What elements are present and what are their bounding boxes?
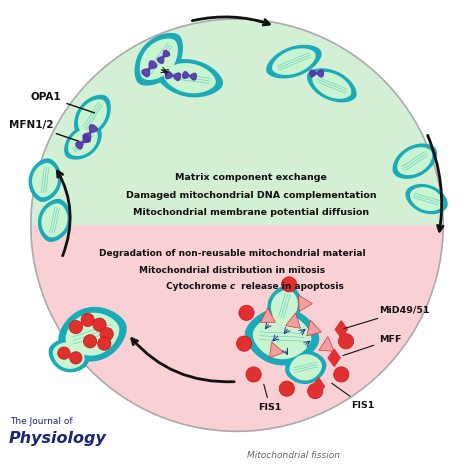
Circle shape: [334, 367, 349, 382]
Polygon shape: [254, 315, 310, 358]
Polygon shape: [183, 72, 196, 80]
Circle shape: [239, 305, 254, 320]
Text: Physiology: Physiology: [9, 431, 106, 446]
Circle shape: [282, 277, 297, 292]
Circle shape: [279, 381, 294, 396]
Polygon shape: [75, 95, 110, 137]
Text: MiD49/51: MiD49/51: [344, 306, 430, 328]
Polygon shape: [135, 34, 182, 85]
Text: MFF: MFF: [343, 335, 401, 356]
Text: Degradation of non-reusable mitochondrial material: Degradation of non-reusable mitochondria…: [99, 249, 365, 258]
Polygon shape: [157, 60, 222, 97]
Wedge shape: [31, 225, 443, 431]
Polygon shape: [42, 204, 67, 237]
Polygon shape: [290, 355, 321, 380]
Polygon shape: [410, 188, 443, 210]
Circle shape: [338, 334, 354, 349]
Text: Damaged mitochondrial DNA complementation: Damaged mitochondrial DNA complementatio…: [126, 191, 376, 200]
Polygon shape: [312, 378, 325, 395]
Polygon shape: [246, 309, 319, 365]
Polygon shape: [273, 49, 315, 74]
Text: Cytochrome: Cytochrome: [166, 283, 230, 291]
Polygon shape: [29, 159, 61, 201]
Polygon shape: [76, 136, 90, 149]
Circle shape: [100, 328, 113, 341]
Text: OPA1: OPA1: [31, 91, 94, 113]
Text: MFN1/2: MFN1/2: [9, 120, 79, 141]
Wedge shape: [31, 19, 443, 225]
Polygon shape: [406, 185, 447, 213]
Polygon shape: [299, 295, 312, 311]
Text: release in apoptosis: release in apoptosis: [238, 283, 344, 291]
Polygon shape: [66, 313, 118, 355]
Text: c: c: [230, 283, 235, 291]
Polygon shape: [54, 343, 84, 368]
Polygon shape: [335, 321, 347, 338]
Text: Matrix component exchange: Matrix component exchange: [175, 173, 327, 182]
Polygon shape: [260, 308, 275, 322]
Text: Mitochondrial membrane potential diffusion: Mitochondrial membrane potential diffusi…: [133, 209, 369, 217]
Text: Mitochondrial distribution in mitosis: Mitochondrial distribution in mitosis: [139, 266, 325, 274]
Polygon shape: [49, 339, 88, 372]
Polygon shape: [65, 126, 101, 159]
Polygon shape: [38, 200, 71, 241]
Polygon shape: [308, 69, 356, 102]
Circle shape: [93, 318, 106, 331]
Polygon shape: [83, 125, 97, 141]
Polygon shape: [393, 144, 436, 178]
Polygon shape: [319, 337, 334, 351]
Polygon shape: [33, 164, 57, 197]
Circle shape: [246, 367, 261, 382]
Polygon shape: [140, 39, 177, 79]
Text: FIS1: FIS1: [258, 384, 282, 412]
Polygon shape: [79, 100, 106, 132]
Polygon shape: [69, 129, 97, 155]
Text: FIS1: FIS1: [332, 383, 374, 410]
Text: The Journal of: The Journal of: [10, 418, 73, 426]
Polygon shape: [328, 349, 340, 366]
Polygon shape: [286, 313, 301, 328]
Circle shape: [308, 383, 323, 399]
Circle shape: [83, 335, 97, 348]
Polygon shape: [310, 70, 323, 77]
Circle shape: [81, 313, 94, 327]
Polygon shape: [307, 320, 321, 336]
Polygon shape: [268, 286, 301, 325]
Polygon shape: [269, 342, 283, 358]
Polygon shape: [164, 64, 215, 92]
Polygon shape: [142, 61, 157, 77]
Polygon shape: [272, 291, 297, 321]
Circle shape: [70, 352, 82, 364]
Circle shape: [69, 320, 82, 334]
Polygon shape: [313, 73, 351, 98]
Text: Mitochondrial fission: Mitochondrial fission: [247, 451, 340, 459]
Circle shape: [237, 336, 252, 351]
Circle shape: [58, 347, 70, 359]
Polygon shape: [398, 148, 431, 174]
Polygon shape: [267, 46, 321, 78]
Polygon shape: [157, 50, 170, 64]
Circle shape: [98, 337, 111, 350]
Polygon shape: [286, 351, 326, 383]
Polygon shape: [59, 308, 126, 361]
Polygon shape: [165, 71, 181, 81]
